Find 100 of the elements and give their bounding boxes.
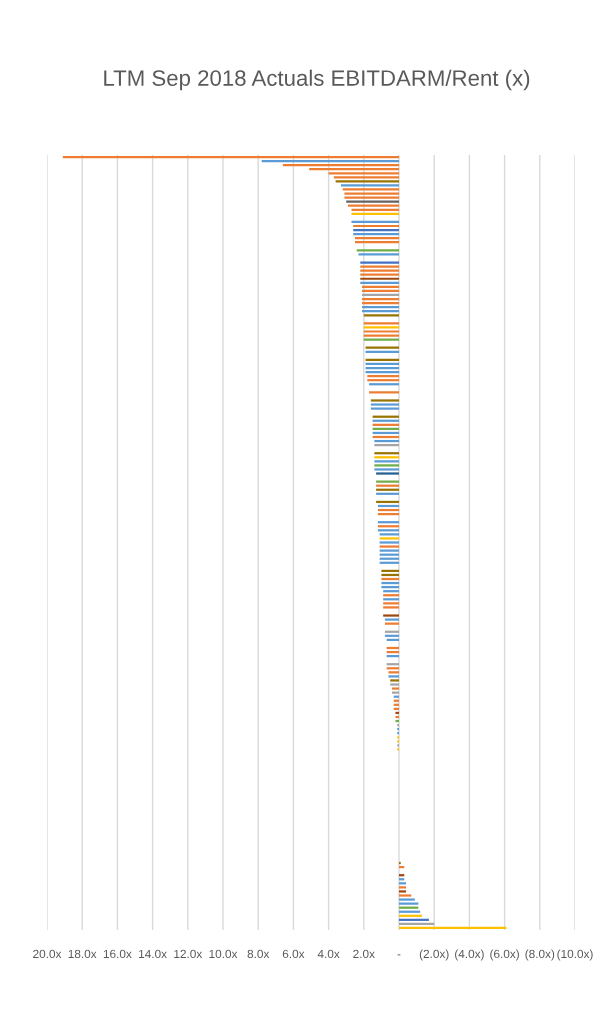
bar <box>379 545 399 548</box>
bar <box>367 375 399 378</box>
bar <box>391 687 399 690</box>
bar <box>344 196 399 199</box>
bar <box>383 602 399 605</box>
bar <box>395 719 399 723</box>
bar <box>370 399 399 402</box>
bar <box>360 269 399 272</box>
bar <box>379 537 399 540</box>
bar <box>367 379 399 382</box>
bar <box>369 383 399 386</box>
bar <box>381 586 399 589</box>
bar <box>379 541 399 544</box>
bar <box>333 176 399 179</box>
bar <box>363 334 399 337</box>
bar <box>374 460 399 463</box>
x-tick-label: 8.0x <box>247 949 270 959</box>
bar <box>388 671 399 674</box>
bar <box>360 261 399 264</box>
bar <box>379 533 399 536</box>
bar <box>282 164 399 167</box>
bar <box>353 224 399 228</box>
bar <box>384 630 399 633</box>
bar <box>344 192 399 195</box>
bar <box>351 220 399 224</box>
bar <box>360 273 399 276</box>
bar <box>355 241 399 244</box>
bar <box>381 581 399 585</box>
chart-title: LTM Sep 2018 Actuals EBITDARM/Rent (x) <box>104 69 530 91</box>
bar <box>390 679 399 682</box>
bar <box>351 208 399 211</box>
bar <box>353 228 399 232</box>
bar <box>383 590 399 593</box>
bar <box>376 488 399 491</box>
bar <box>383 606 399 609</box>
bar <box>346 200 399 203</box>
bar <box>374 452 399 455</box>
bar <box>395 715 399 719</box>
bar <box>374 468 399 471</box>
bar <box>388 675 399 678</box>
bar <box>399 914 422 917</box>
bar <box>399 886 407 889</box>
bar <box>360 277 399 280</box>
bar <box>384 622 399 625</box>
x-tick-label: 4.0x <box>317 949 340 959</box>
bar <box>383 598 399 601</box>
bar <box>374 464 399 467</box>
x-tick-label: 12.0x <box>174 949 203 959</box>
bar <box>363 322 399 325</box>
bar <box>362 289 399 293</box>
bar <box>399 918 429 921</box>
bar <box>381 577 399 581</box>
bar <box>384 618 399 621</box>
bar <box>381 573 399 577</box>
x-tick-label: (8.0x) <box>525 949 555 961</box>
x-tick-label: 14.0x <box>139 949 167 959</box>
bar <box>399 890 407 893</box>
x-tick-label: (4.0x) <box>455 949 484 961</box>
bar <box>376 500 399 504</box>
bar <box>362 293 399 297</box>
bar <box>362 285 399 288</box>
x-tick-label: - <box>397 954 401 956</box>
x-tick-label: 18.0x <box>68 949 97 959</box>
bar <box>374 439 399 443</box>
bar <box>363 326 399 329</box>
bar <box>362 297 399 301</box>
bar <box>360 281 399 284</box>
bar <box>340 184 399 187</box>
bar <box>376 472 399 475</box>
bar <box>261 159 399 163</box>
bar <box>399 898 415 901</box>
bar <box>376 484 399 487</box>
bar <box>362 310 399 313</box>
bar <box>342 188 399 191</box>
bar <box>355 237 399 240</box>
bar <box>376 480 399 483</box>
bar <box>370 403 399 406</box>
x-tick-label: (2.0x) <box>419 949 449 961</box>
x-tick-label: 2.0x <box>353 949 375 959</box>
bar <box>362 301 399 305</box>
bar <box>353 233 399 236</box>
bar <box>363 330 399 333</box>
bar <box>309 168 399 171</box>
x-tick-label: 16.0x <box>103 949 132 959</box>
x-tick-label: 6.0x <box>282 949 305 959</box>
bar <box>383 594 399 597</box>
bar <box>384 634 399 637</box>
bar <box>399 894 412 897</box>
bar <box>374 456 399 459</box>
bar <box>395 711 399 715</box>
bar <box>374 444 399 447</box>
bar <box>369 391 399 394</box>
bar <box>351 212 399 215</box>
bar <box>370 407 399 410</box>
x-tick-label: 10.0x <box>209 949 238 959</box>
bar <box>62 155 399 159</box>
bar <box>381 569 399 573</box>
bar <box>376 492 399 495</box>
bar <box>383 614 399 617</box>
x-tick-label: 20.0x <box>33 949 62 959</box>
